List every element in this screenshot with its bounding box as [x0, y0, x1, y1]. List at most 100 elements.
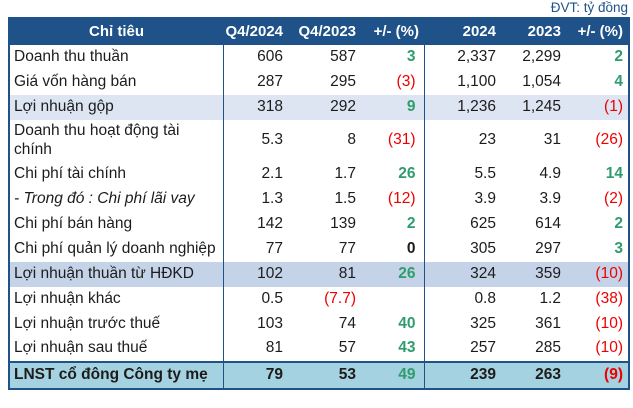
cell-value: 2	[614, 214, 623, 232]
cell-value: 9	[366, 95, 425, 120]
cell-value: 292	[293, 95, 366, 120]
cell-value: 57	[338, 339, 356, 357]
cell-value: (10)	[595, 314, 623, 332]
table-row: - Trong đó : Chi phí lãi vay 1.3 1.5 (12) 3.…	[9, 186, 629, 212]
cell-value: 625	[470, 214, 496, 232]
cell-value: 3	[614, 239, 623, 257]
table-row: Chi phí bán hàng 142 139 2 625 614 2	[9, 211, 629, 237]
cell-value: 1.2	[539, 289, 561, 307]
cell-value: 40	[366, 311, 425, 337]
cell-value: 1.5	[334, 189, 356, 207]
cell-value: 325	[470, 314, 496, 332]
cell-value: 2	[366, 211, 425, 237]
cell-value: (10)	[595, 339, 623, 357]
cell-value: 2,299	[522, 48, 561, 66]
column-header: Chỉ tiêu	[9, 17, 223, 45]
row-label: LNST cổ đông Công ty mẹ	[9, 360, 224, 390]
column-header: 2023	[506, 17, 571, 45]
cell-value: (1)	[571, 95, 629, 120]
cell-value: 3.9	[474, 189, 496, 207]
cell-value: 257	[470, 339, 496, 357]
column-header: +/- (%)	[366, 17, 424, 45]
table-row: Chi phí quản lý doanh nghiệp 77 77 0 305 297 3	[9, 236, 629, 262]
table-row: Lợi nhuận trước thuế 103 74 40 325 361 (10)	[9, 311, 629, 337]
cell-value: 361	[535, 314, 561, 332]
cell-value: 606	[257, 48, 283, 66]
table-row: LNST cổ đông Công ty mẹ 79 53 49 239 263 (9)	[9, 360, 629, 390]
row-label: Lợi nhuận sau thuế	[9, 336, 224, 362]
row-label: Giá vốn hàng bán	[9, 70, 224, 95]
cell-value: 0	[366, 236, 425, 262]
cell-value: 77	[338, 239, 356, 257]
cell-value: 305	[470, 239, 496, 257]
cell-value: 81	[293, 261, 366, 287]
cell-value: 142	[257, 214, 283, 232]
cell-value: (2)	[604, 189, 623, 207]
cell-value: 8	[347, 131, 356, 149]
cell-value: 3	[366, 45, 425, 70]
cell-value: 77	[265, 239, 283, 257]
cell-value: (26)	[595, 131, 623, 149]
cell-value: 1.3	[261, 189, 283, 207]
cell-value: 1,245	[506, 95, 571, 120]
cell-value: 81	[265, 339, 283, 357]
cell-value: 1.7	[334, 164, 356, 182]
cell-value: 26	[366, 161, 425, 187]
cell-value: 239	[424, 360, 506, 390]
table-row: Lợi nhuận sau thuế 81 57 43 257 285 (10)	[9, 336, 629, 362]
cell-value: (12)	[366, 186, 425, 212]
cell-value: 3.9	[539, 189, 561, 207]
cell-value	[366, 286, 425, 312]
row-label: Doanh thu thuần	[9, 45, 224, 70]
row-label: Chi phí bán hàng	[9, 211, 224, 237]
cell-value: 318	[223, 95, 293, 120]
cell-value: 1,100	[457, 73, 496, 91]
table-body: Doanh thu thuần 606 587 3 2,337 2,299 2 Giá vốn…	[9, 45, 629, 390]
cell-value: (38)	[595, 289, 623, 307]
cell-value: 43	[366, 336, 425, 362]
cell-value: 5.5	[474, 164, 496, 182]
cell-value: 614	[535, 214, 561, 232]
cell-value: 4	[614, 73, 623, 91]
cell-value: 1,054	[522, 73, 561, 91]
cell-value: 0.8	[474, 289, 496, 307]
row-label: Chi phí quản lý doanh nghiệp	[9, 236, 224, 262]
table-row: Doanh thu thuần 606 587 3 2,337 2,299 2	[9, 45, 629, 70]
cell-value: 2	[614, 48, 623, 66]
cell-value: 79	[223, 360, 293, 390]
cell-value: 49	[366, 360, 425, 390]
cell-value: 287	[257, 73, 283, 91]
row-label: Chi phí tài chính	[9, 161, 224, 187]
table-row: Chi phí tài chính 2.1 1.7 26 5.5 4.9 14	[9, 161, 629, 187]
cell-value: 359	[506, 261, 571, 287]
unit-label: ĐVT: tỷ đồng	[550, 0, 628, 15]
table-row: Lợi nhuận khác 0.5 (7.7) 0.8 1.2 (38)	[9, 286, 629, 312]
cell-value: 2.1	[261, 164, 283, 182]
cell-value: 26	[366, 261, 425, 287]
column-header: Q4/2024	[223, 17, 293, 45]
cell-value: 23	[478, 131, 496, 149]
row-label: Lợi nhuận khác	[9, 286, 224, 312]
cell-value: 1,236	[424, 95, 506, 120]
cell-value: (9)	[571, 360, 629, 390]
row-label: Lợi nhuận gộp	[9, 95, 224, 120]
table-row: Giá vốn hàng bán 287 295 (3) 1,100 1,054 4	[9, 70, 629, 95]
cell-value: 14	[605, 164, 623, 182]
column-header: Q4/2023	[293, 17, 366, 45]
financial-results-table: Chỉ tiêu Q4/2024 Q4/2023 +/- (%) 2024 2023 +/-…	[8, 17, 630, 390]
cell-value: 295	[330, 73, 356, 91]
cell-value: (3)	[366, 70, 425, 95]
cell-value: 74	[338, 314, 356, 332]
column-header: 2024	[424, 17, 506, 45]
cell-value: (7.7)	[324, 289, 356, 307]
table-row: Doanh thu hoạt động tài chính 5.3 8 (31) 23 3…	[9, 120, 629, 162]
cell-value: 5.3	[261, 131, 283, 149]
table-row: Lợi nhuận thuần từ HĐKD 102 81 26 324 359 (10)	[9, 261, 629, 287]
cell-value: 103	[257, 314, 283, 332]
cell-value: 263	[506, 360, 571, 390]
cell-value: (10)	[571, 261, 629, 287]
row-label: - Trong đó : Chi phí lãi vay	[9, 186, 224, 212]
cell-value: 53	[293, 360, 366, 390]
cell-value: 31	[543, 131, 561, 149]
cell-value: 587	[330, 48, 356, 66]
